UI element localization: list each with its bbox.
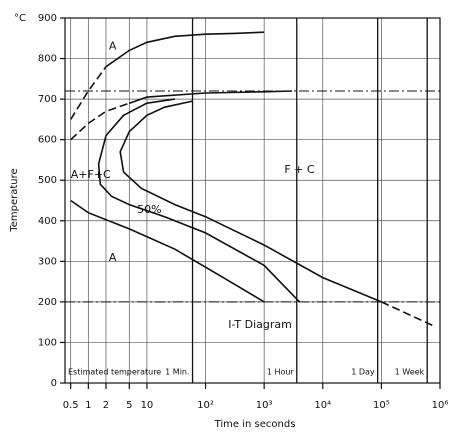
curve	[105, 31, 265, 68]
annotation: A+F+C	[71, 168, 111, 181]
curve	[119, 100, 382, 303]
x-tick-label: 10	[141, 400, 154, 411]
y-tick-label: 900	[38, 13, 57, 24]
curve	[97, 98, 301, 303]
time-marker-label: 1 Day	[351, 368, 375, 377]
y-tick-label: 100	[38, 337, 57, 348]
y-tick-label: 200	[38, 297, 57, 308]
time-marker-label: 1 Min.	[165, 368, 189, 377]
annotation: A	[109, 39, 117, 52]
y-tick-label: 800	[38, 54, 57, 65]
annotation: I-T Diagram	[228, 318, 292, 331]
curve	[129, 90, 293, 104]
x-tick-label: 1	[85, 400, 91, 411]
y-tick-label: 500	[38, 175, 57, 186]
y-tick-label: 700	[38, 94, 57, 105]
x-tick-label: 5	[126, 400, 132, 411]
curve	[70, 199, 265, 303]
y-tick-label: 0	[51, 378, 57, 389]
annotation: F + C	[284, 163, 315, 176]
time-marker-label: 1 Hour	[267, 368, 295, 377]
y-unit: °C	[14, 13, 26, 24]
x-tick-label: 10³	[256, 400, 273, 411]
x-tick-label: 2	[103, 400, 109, 411]
x-axis-label: Time in seconds	[214, 419, 296, 430]
x-tick-label: 10²	[197, 400, 214, 411]
time-marker-label: 1 Week	[395, 368, 425, 377]
y-axis-label: Temperature	[9, 168, 20, 232]
curve	[70, 66, 107, 120]
annotation: 50%	[137, 203, 161, 216]
annotation: Estimated temperature	[68, 368, 161, 377]
curve	[381, 301, 435, 327]
y-tick-label: 400	[38, 216, 57, 227]
plot-frame	[64, 17, 441, 384]
x-tick-label: 0.5	[63, 400, 79, 411]
curve	[70, 102, 130, 141]
y-tick-label: 600	[38, 135, 57, 146]
x-tick-label: 10⁴	[314, 400, 331, 411]
x-tick-label: 10⁶	[432, 400, 449, 411]
x-tick-label: 10⁵	[373, 400, 390, 411]
y-tick-label: 300	[38, 256, 57, 267]
annotation: A	[109, 251, 117, 264]
